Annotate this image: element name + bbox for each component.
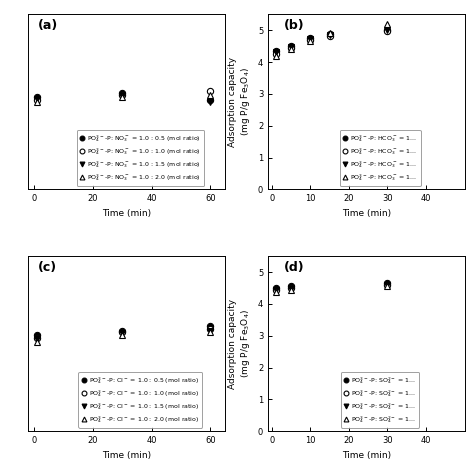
Text: (b): (b) bbox=[284, 19, 304, 33]
Text: (d): (d) bbox=[284, 261, 304, 274]
Legend: PO$_4^{3-}$-P: Cl$^-$ = 1.0 : 0.5 (mol ratio), PO$_4^{3-}$-P: Cl$^-$ = 1.0 : 1.0: PO$_4^{3-}$-P: Cl$^-$ = 1.0 : 0.5 (mol r… bbox=[78, 372, 202, 428]
Y-axis label: Adsorption capacity
(mg P/g Fe$_3$O$_4$): Adsorption capacity (mg P/g Fe$_3$O$_4$) bbox=[228, 57, 252, 147]
X-axis label: Time (min): Time (min) bbox=[102, 451, 151, 460]
X-axis label: Time (min): Time (min) bbox=[102, 209, 151, 218]
X-axis label: Time (min): Time (min) bbox=[342, 209, 391, 218]
Text: (a): (a) bbox=[38, 19, 58, 33]
Legend: PO$_4^{3-}$-P: NO$_3^-$ = 1.0 : 0.5 (mol ratio), PO$_4^{3-}$-P: NO$_3^-$ = 1.0 :: PO$_4^{3-}$-P: NO$_3^-$ = 1.0 : 0.5 (mol… bbox=[77, 130, 204, 186]
Legend: PO$_4^{3-}$-P: SO$_4^{2-}$ = 1..., PO$_4^{3-}$-P: SO$_4^{2-}$ = 1..., PO$_4^{3-}: PO$_4^{3-}$-P: SO$_4^{2-}$ = 1..., PO$_4… bbox=[341, 372, 419, 428]
Y-axis label: Adsorption capacity
(mg P/g Fe$_3$O$_4$): Adsorption capacity (mg P/g Fe$_3$O$_4$) bbox=[228, 299, 252, 389]
Text: (c): (c) bbox=[38, 261, 57, 274]
Legend: PO$_4^{3-}$-P: HCO$_3^-$ = 1..., PO$_4^{3-}$-P: HCO$_3^-$ = 1..., PO$_4^{3-}$-P:: PO$_4^{3-}$-P: HCO$_3^-$ = 1..., PO$_4^{… bbox=[339, 130, 420, 186]
X-axis label: Time (min): Time (min) bbox=[342, 451, 391, 460]
